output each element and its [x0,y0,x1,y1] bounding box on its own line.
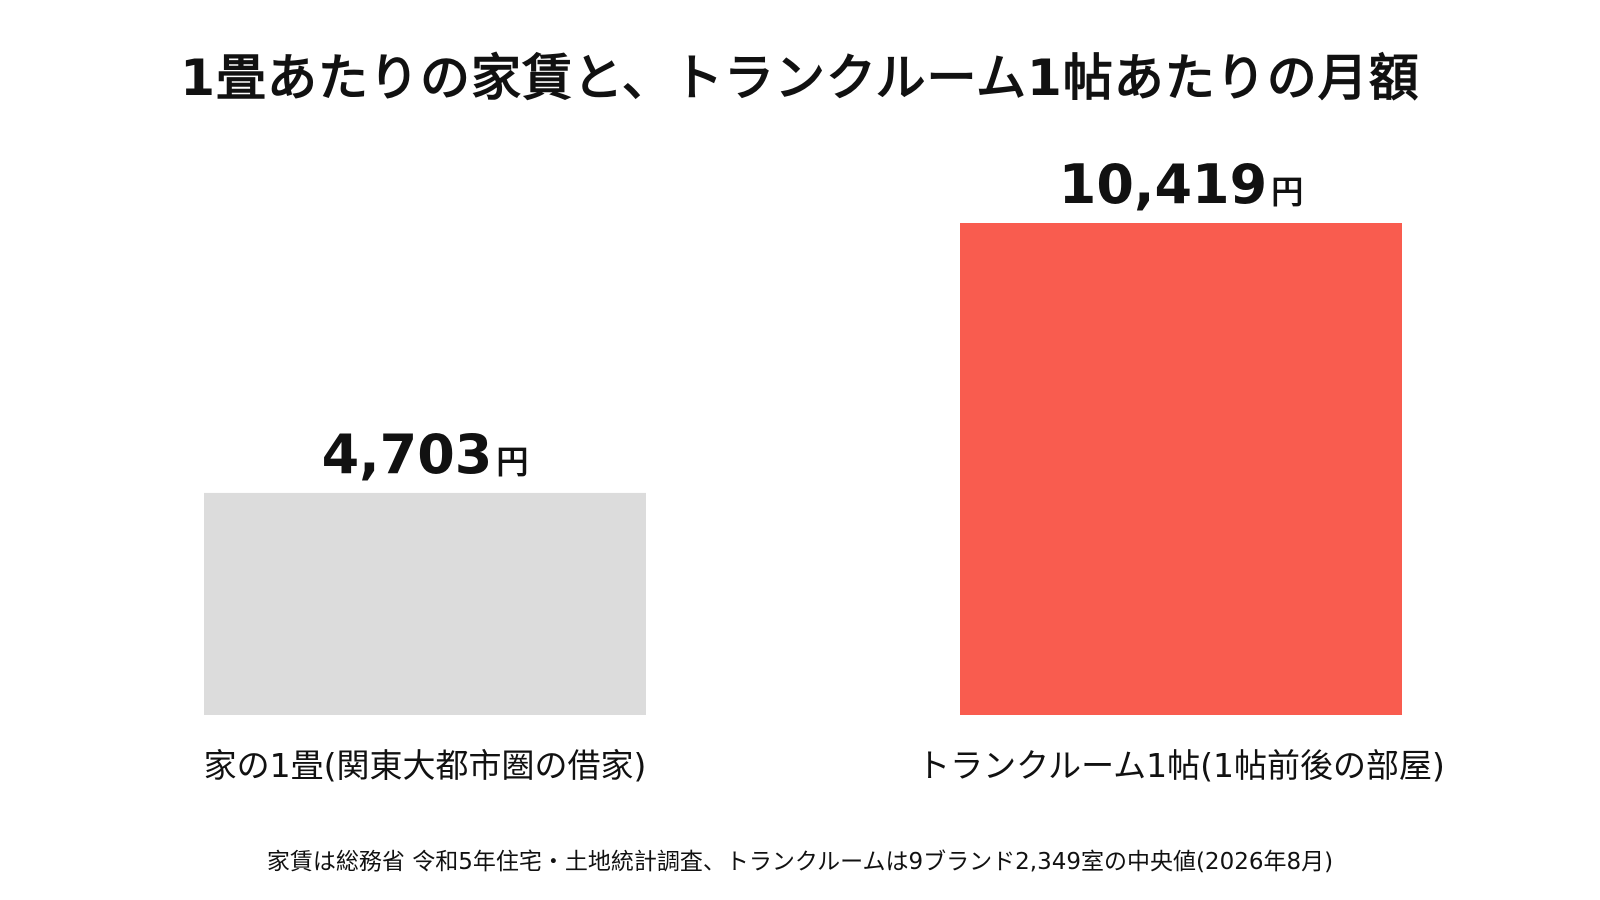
data-label-unit: 円 [1271,173,1303,211]
chart-title: 1畳あたりの家賃と、トランクルーム1帖あたりの月額 [180,49,1420,107]
bar-2 [960,223,1402,715]
category-label-1: 家の1畳(関東大都市圏の借家) [204,746,647,785]
data-label-value: 10,419 [1059,153,1267,216]
source-footnote: 家賃は総務省 令和5年住宅・土地統計調査、トランクルームは9ブランド2,349室… [266,849,1334,875]
data-label-unit: 円 [496,443,528,481]
data-label-value: 4,703 [322,423,493,486]
bar-1 [204,492,646,715]
data-label-2: 10,419 円 [1059,153,1303,216]
data-label-1: 4,703 円 [322,423,529,486]
category-label-2: トランクルーム1帖(1帖前後の部屋) [917,746,1445,785]
